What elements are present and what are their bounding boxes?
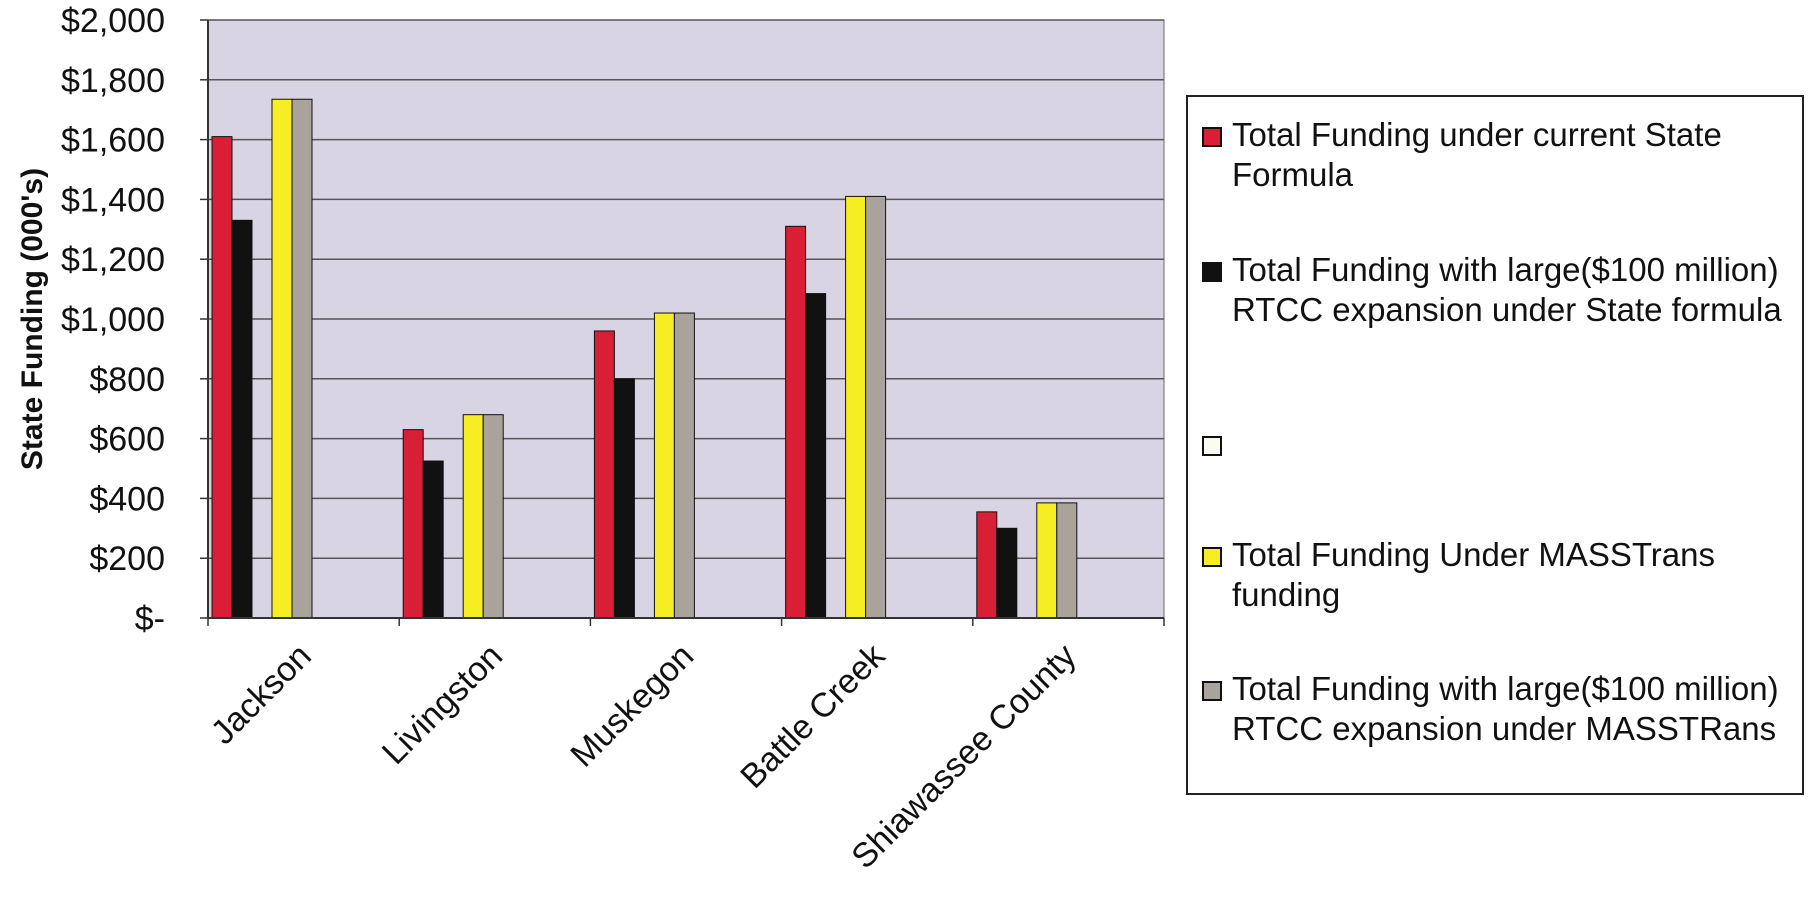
bar-battle-creek-series-3 [845,195,867,619]
legend-entry-empty [1202,424,1794,456]
bar-battle-creek-series-4 [865,195,887,619]
legend-label: Total Funding Under MASSTrans funding [1232,536,1715,613]
bar-livingston-series-3 [462,414,484,619]
bar-jackson-series-0 [211,136,233,619]
legend-entry-rtcc-state-formula: Total Funding with large($100 million) R… [1202,250,1794,330]
y-axis-ticks: $- $200 $400 $600 $800 $1,000 $1,200 $1,400 $1,6… [61,2,208,638]
legend-entry-current-state-formula: Total Funding under current State Formul… [1202,115,1794,195]
y-tick-label: $600 [89,421,165,459]
x-axis-ticks: Jackson Livingston Muskegon Battle CreekShi… [204,618,1165,876]
legend-swatch-gray [1202,681,1222,701]
x-tick-label: Battle Creek [733,636,893,796]
y-tick-label: $200 [89,540,165,578]
bar-livingston-series-1 [422,460,444,619]
bar-jackson-series-4 [291,98,313,619]
legend-entry-rtcc-masstrans: Total Funding with large($100 million) R… [1202,669,1794,749]
y-tick-label: $1,400 [61,181,165,219]
bar-shiawassee-county-series-3 [1036,502,1058,619]
bars [211,98,1078,619]
legend-swatch-yellow [1202,547,1222,567]
legend-swatch-black [1202,262,1222,282]
legend-entry-masstrans: Total Funding Under MASSTrans funding [1202,535,1794,615]
bar-muskegon-series-0 [593,330,615,619]
legend-swatch-blank [1202,436,1222,456]
legend: Total Funding under current State Formul… [1186,95,1804,795]
bar-shiawassee-county-series-4 [1056,502,1078,619]
legend-swatch-red [1202,127,1222,147]
bar-livingston-series-4 [482,414,504,619]
legend-label: Total Funding with large($100 million) R… [1232,251,1782,328]
y-axis-title: State Funding (000's) [16,168,49,470]
y-tick-label: $400 [89,480,165,518]
bar-jackson-series-1 [231,219,253,619]
y-tick-label: $1,200 [61,241,165,279]
legend-label: Total Funding under current State Formul… [1232,116,1722,193]
y-tick-label: $1,800 [61,62,165,100]
bar-shiawassee-county-series-1 [996,527,1018,619]
x-tick-label: Muskegon [563,637,701,775]
y-tick-label: $1,000 [61,301,165,339]
bar-battle-creek-series-0 [785,225,807,619]
x-tick-label: Livingston [375,637,510,772]
x-tick-label: Jackson [204,637,319,752]
bar-muskegon-series-1 [613,378,635,619]
bar-muskegon-series-4 [673,312,695,619]
y-tick-label: $2,000 [61,2,165,40]
bar-livingston-series-0 [402,429,424,619]
bar-jackson-series-3 [271,98,293,619]
legend-label: Total Funding with large($100 million) R… [1232,670,1779,747]
bar-battle-creek-series-1 [805,293,827,619]
bar-muskegon-series-3 [653,312,675,619]
y-tick-label: $- [135,600,165,638]
y-tick-label: $800 [89,361,165,399]
bar-shiawassee-county-series-0 [976,511,998,619]
y-tick-label: $1,600 [61,122,165,160]
